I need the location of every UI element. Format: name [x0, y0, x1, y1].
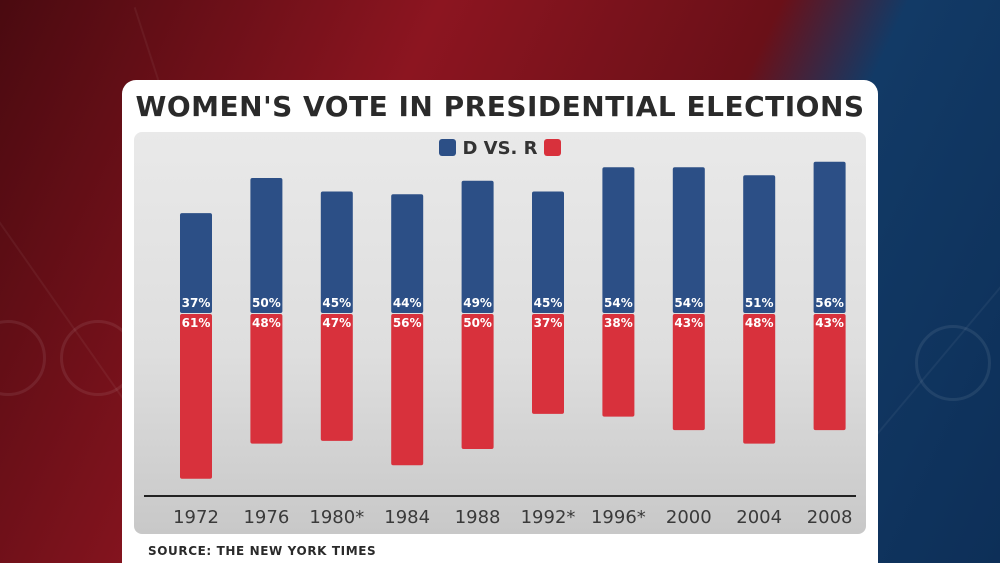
- x-tick-label: 1984: [384, 507, 430, 528]
- plot-area: 37% 61% 1972 50% 48% 1976 45% 47% 1980* 44% 56% 198…: [134, 132, 866, 534]
- bar-republican: [391, 314, 424, 466]
- data-label-republican: 48%: [745, 316, 774, 330]
- data-label-democrat: 49%: [463, 296, 492, 310]
- bar-republican: [813, 314, 846, 431]
- bar-republican: [461, 314, 494, 449]
- data-label-democrat: 56%: [815, 296, 844, 310]
- x-tick-label: 1992*: [521, 507, 576, 528]
- bar-chart: 37% 61% 1972 50% 48% 1976 45% 47% 1980* 44% 56% 198…: [144, 161, 856, 528]
- bar-republican: [180, 314, 212, 479]
- data-label-democrat: 54%: [604, 296, 633, 310]
- data-label-democrat: 45%: [322, 296, 351, 310]
- data-label-republican: 43%: [815, 316, 844, 330]
- data-label-democrat: 44%: [393, 296, 422, 310]
- bar-democrat: [180, 213, 212, 313]
- x-tick-label: 2000: [666, 507, 712, 528]
- bar-democrat: [743, 175, 776, 313]
- bar-republican: [532, 314, 564, 414]
- x-tick-label: 1972: [173, 507, 219, 528]
- source-note: SOURCE: THE NEW YORK TIMES: [148, 544, 377, 558]
- x-tick-label: 2008: [807, 507, 853, 528]
- bar-democrat: [320, 191, 353, 313]
- data-label-republican: 50%: [463, 316, 492, 330]
- bar-republican: [602, 314, 635, 417]
- x-tick-label: 1988: [455, 507, 501, 528]
- bar-democrat: [672, 167, 705, 313]
- bar-democrat: [391, 194, 424, 313]
- bar-democrat: [461, 180, 494, 313]
- data-label-republican: 38%: [604, 316, 633, 330]
- chart-title: WOMEN'S VOTE IN PRESIDENTIAL ELECTIONS: [135, 90, 865, 123]
- data-label-democrat: 45%: [534, 296, 563, 310]
- bar-republican: [743, 314, 776, 444]
- chart-card: WOMEN'S VOTE IN PRESIDENTIAL ELECTIONS 3…: [122, 80, 878, 563]
- data-label-republican: 47%: [322, 316, 351, 330]
- bar-democrat: [532, 191, 564, 313]
- x-tick-label: 2004: [736, 507, 782, 528]
- data-label-republican: 56%: [393, 316, 422, 330]
- bar-republican: [672, 314, 705, 431]
- bar-democrat: [602, 167, 635, 313]
- bar-democrat: [813, 161, 846, 313]
- data-label-republican: 37%: [534, 316, 563, 330]
- data-label-democrat: 54%: [674, 296, 703, 310]
- legend-label: D VS. R: [462, 138, 538, 159]
- data-label-republican: 43%: [674, 316, 703, 330]
- background-ring: [915, 325, 991, 401]
- legend-swatch-democrat: [439, 139, 457, 156]
- bar-democrat: [250, 178, 283, 313]
- data-label-democrat: 51%: [745, 296, 774, 310]
- bar-republican: [250, 314, 283, 444]
- background-ring: [0, 320, 46, 396]
- x-tick-label: 1996*: [591, 507, 646, 528]
- data-label-republican: 48%: [252, 316, 281, 330]
- bar-republican: [320, 314, 353, 441]
- data-label-democrat: 37%: [182, 296, 211, 310]
- x-tick-label: 1976: [243, 507, 289, 528]
- data-label-republican: 61%: [182, 316, 211, 330]
- legend-swatch-republican: [543, 139, 561, 156]
- x-tick-label: 1980*: [309, 507, 364, 528]
- legend: D VS. R: [134, 138, 866, 159]
- data-label-democrat: 50%: [252, 296, 281, 310]
